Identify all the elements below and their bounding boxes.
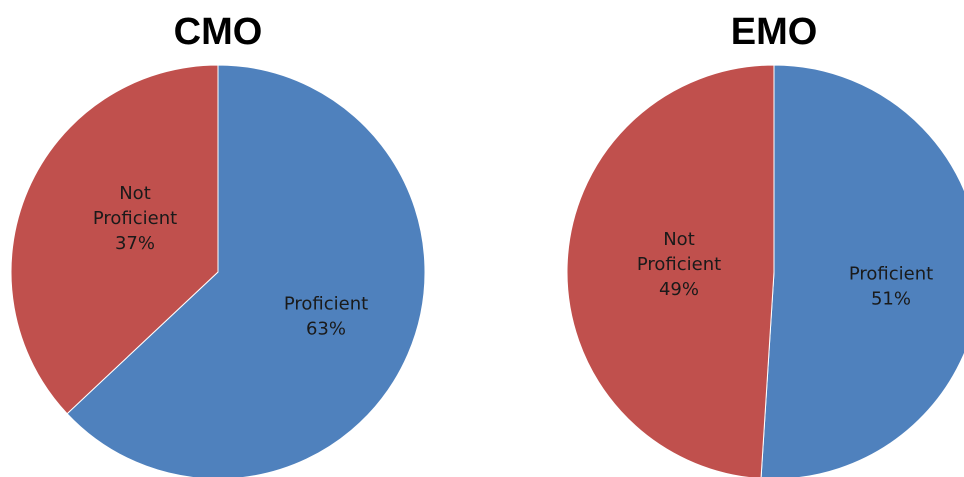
pie-labels-cmo: Proficient 63% Not Proficient 37% <box>93 183 368 340</box>
pie-slices-emo <box>566 64 964 477</box>
pie-labels-emo: Proficient 51% Not Proficient 49% <box>637 229 933 310</box>
pie-slices-cmo <box>10 64 426 477</box>
pie-label-emo-not-proficient: Not Proficient 49% <box>637 229 721 300</box>
pie-chart-cmo: CMO Proficient 63% Not Proficient 37% <box>10 11 426 477</box>
pie-slice-cmo-proficient <box>66 64 426 477</box>
chart-title-cmo: CMO <box>174 11 263 53</box>
pie-chart-emo: EMO Proficient 51% Not Proficient 49% <box>566 11 964 477</box>
pie-slice-emo-proficient <box>760 64 964 477</box>
pie-label-emo-proficient: Proficient 51% <box>849 264 933 310</box>
pie-slice-emo-not-proficient <box>566 64 775 477</box>
pie-slice-cmo-not-proficient <box>10 64 219 415</box>
pie-label-cmo-not-proficient: Not Proficient 37% <box>93 183 177 254</box>
pie-label-cmo-proficient: Proficient 63% <box>284 294 368 340</box>
chart-title-emo: EMO <box>731 11 818 53</box>
